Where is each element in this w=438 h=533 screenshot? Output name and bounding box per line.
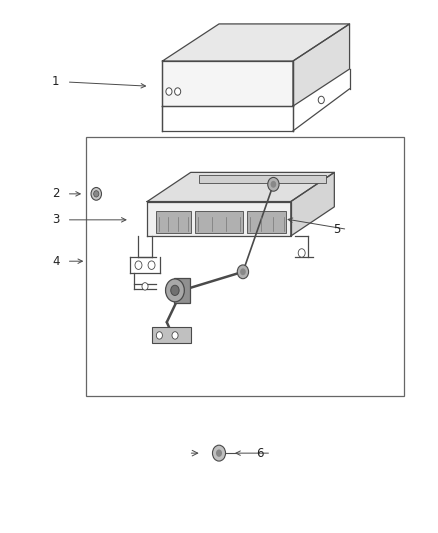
Text: 6: 6: [257, 447, 264, 459]
Bar: [199, 175, 325, 183]
Text: 3: 3: [52, 213, 60, 227]
Circle shape: [156, 332, 162, 339]
Circle shape: [271, 181, 276, 188]
Text: 2: 2: [52, 188, 60, 200]
Circle shape: [239, 266, 247, 277]
Circle shape: [175, 88, 181, 95]
Circle shape: [216, 449, 222, 457]
Polygon shape: [293, 24, 350, 106]
Circle shape: [240, 268, 246, 275]
Circle shape: [91, 188, 102, 200]
Bar: [152, 327, 191, 343]
Circle shape: [142, 282, 148, 290]
Polygon shape: [291, 172, 334, 236]
Circle shape: [318, 96, 324, 103]
Circle shape: [166, 279, 184, 302]
Text: 1: 1: [52, 76, 60, 88]
Text: 4: 4: [52, 255, 60, 268]
Bar: [156, 211, 191, 233]
Circle shape: [268, 177, 279, 191]
Circle shape: [135, 261, 142, 269]
Polygon shape: [162, 24, 350, 61]
Circle shape: [298, 249, 305, 257]
Circle shape: [237, 265, 249, 279]
Bar: [195, 211, 243, 233]
Circle shape: [172, 332, 178, 339]
Bar: [247, 211, 286, 233]
Bar: [86, 136, 404, 397]
Bar: [173, 278, 191, 303]
Text: 5: 5: [333, 223, 340, 236]
Polygon shape: [147, 172, 334, 201]
Polygon shape: [147, 201, 291, 236]
Circle shape: [148, 261, 155, 269]
Circle shape: [94, 191, 99, 197]
Polygon shape: [162, 61, 293, 106]
Circle shape: [212, 445, 226, 461]
Circle shape: [166, 88, 172, 95]
Circle shape: [171, 285, 179, 295]
